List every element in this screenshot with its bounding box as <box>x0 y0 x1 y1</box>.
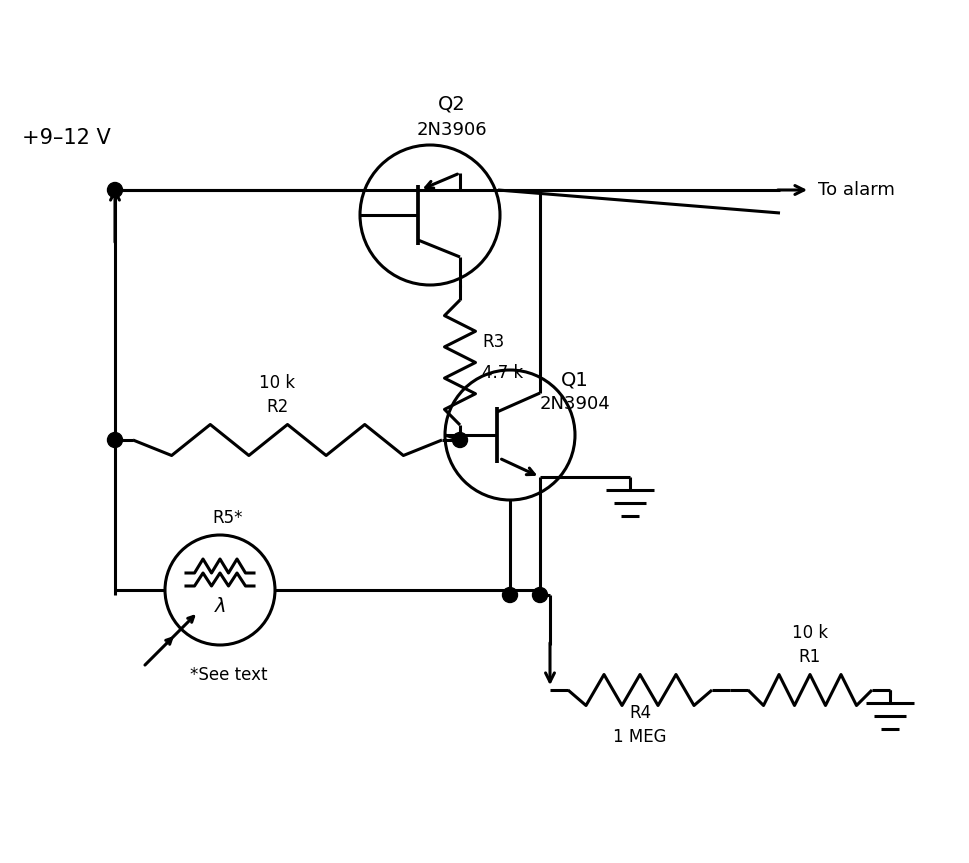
Text: 10 k: 10 k <box>259 374 296 392</box>
Circle shape <box>532 588 547 602</box>
Text: +9–12 V: +9–12 V <box>22 128 110 148</box>
Text: R3: R3 <box>482 333 504 351</box>
Text: 2N3906: 2N3906 <box>417 121 486 139</box>
Circle shape <box>452 432 467 448</box>
Text: R4: R4 <box>628 704 650 722</box>
Text: 10 k: 10 k <box>791 624 828 642</box>
Circle shape <box>502 588 517 602</box>
Text: To alarm: To alarm <box>817 181 894 199</box>
Text: Q2: Q2 <box>438 95 465 114</box>
Text: R5*: R5* <box>212 509 243 527</box>
Text: $\lambda$: $\lambda$ <box>213 596 226 615</box>
Circle shape <box>108 182 122 198</box>
Text: R2: R2 <box>266 398 289 416</box>
Text: 1 MEG: 1 MEG <box>612 728 666 746</box>
Text: R1: R1 <box>798 648 821 666</box>
Circle shape <box>108 432 122 448</box>
Text: *See text: *See text <box>190 666 267 684</box>
Text: Q1: Q1 <box>560 370 588 389</box>
Text: 2N3904: 2N3904 <box>539 395 610 413</box>
Text: 4.7 k: 4.7 k <box>482 363 522 381</box>
